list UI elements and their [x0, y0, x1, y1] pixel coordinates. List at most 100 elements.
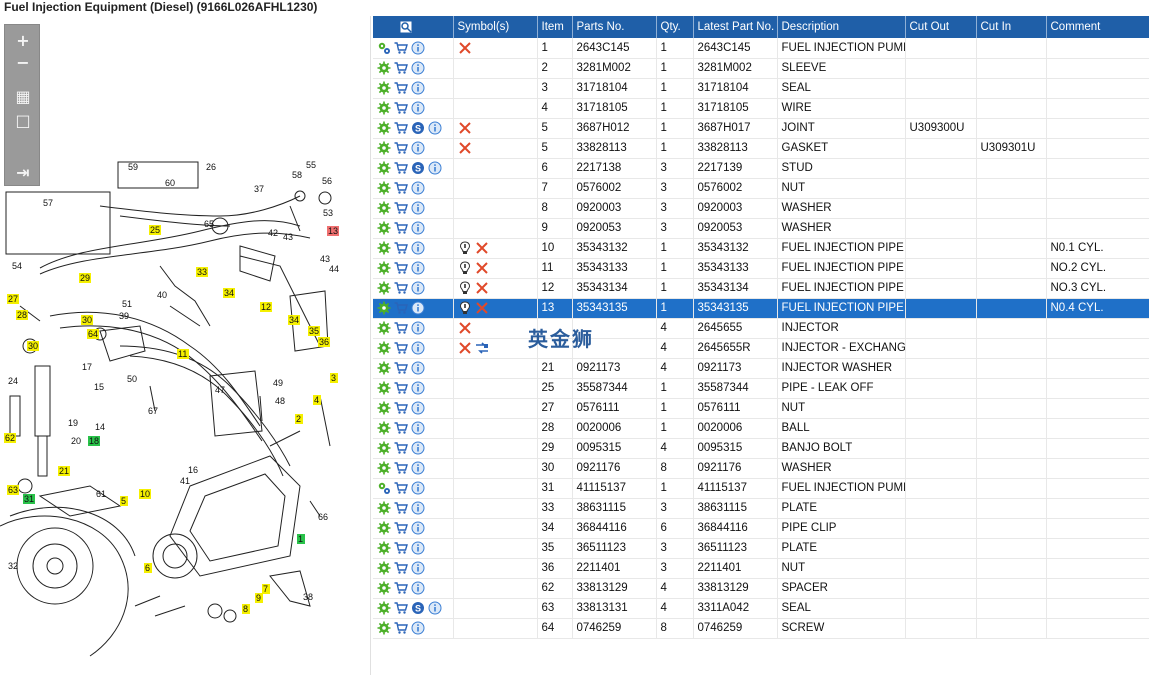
info-icon[interactable] [411, 621, 425, 635]
gear-icon[interactable] [377, 421, 391, 435]
info-icon[interactable] [411, 501, 425, 515]
zoom-out-button[interactable]: − [16, 52, 30, 72]
callout-item-59[interactable]: 59 [128, 162, 138, 172]
export-button[interactable]: ⇥ [16, 162, 30, 182]
column-header-comment[interactable]: Comment [1046, 16, 1149, 38]
info-icon[interactable] [411, 441, 425, 455]
gear-icon[interactable] [377, 401, 391, 415]
gear-icon[interactable] [377, 461, 391, 475]
table-row[interactable]: 13 35343135 1 35343135 FUEL INJECTION PIPE N0… [373, 298, 1149, 319]
cart-icon[interactable] [394, 501, 408, 515]
callout-item-53[interactable]: 53 [323, 208, 333, 218]
gear-icon[interactable] [377, 561, 391, 575]
callout-item-27[interactable]: 27 [7, 294, 19, 304]
callout-item-12[interactable]: 12 [260, 302, 272, 312]
callout-item-29[interactable]: 29 [79, 273, 91, 283]
gear-icon[interactable] [377, 161, 391, 175]
table-row[interactable]: 1 2643C145 1 2643C145 FUEL INJECTION PUMP [373, 38, 1149, 59]
info-icon[interactable] [411, 61, 425, 75]
callout-item-36[interactable]: 36 [318, 337, 330, 347]
callout-item-54[interactable]: 54 [12, 261, 22, 271]
gear-icon[interactable] [377, 121, 391, 135]
callout-item-61[interactable]: 61 [96, 489, 106, 499]
table-row[interactable]: 29 0095315 4 0095315 BANJO BOLT [373, 438, 1149, 459]
table-row[interactable]: 9 0920053 3 0920053 WASHER [373, 218, 1149, 239]
callout-item-6[interactable]: 6 [144, 563, 152, 573]
callout-item-24[interactable]: 24 [8, 376, 18, 386]
info-icon[interactable] [411, 381, 425, 395]
cart-icon[interactable] [394, 321, 408, 335]
callout-item-13[interactable]: 13 [327, 226, 339, 236]
note-bulb-icon[interactable] [458, 301, 472, 315]
callout-item-15[interactable]: 15 [94, 382, 104, 392]
info-icon[interactable] [411, 341, 425, 355]
info-icon[interactable] [411, 301, 425, 315]
table-row[interactable]: 62 33813129 4 33813129 SPACER [373, 578, 1149, 599]
info-icon[interactable] [411, 201, 425, 215]
callout-item-56[interactable]: 56 [322, 176, 332, 186]
table-row[interactable]: 11 35343133 1 35343133 FUEL INJECTION PIPE NO… [373, 258, 1149, 279]
info-icon[interactable] [411, 521, 425, 535]
cart-icon[interactable] [394, 541, 408, 555]
table-row[interactable]: 30 0921176 8 0921176 WASHER [373, 458, 1149, 479]
cart-icon[interactable] [394, 201, 408, 215]
callout-item-50[interactable]: 50 [127, 374, 137, 384]
cart-icon[interactable] [394, 441, 408, 455]
column-header-latest-part-no[interactable]: Latest Part No. [693, 16, 778, 38]
info-icon[interactable] [411, 461, 425, 475]
info-icon[interactable] [411, 581, 425, 595]
cart-icon[interactable] [394, 181, 408, 195]
exchange-arrow-icon[interactable] [475, 341, 489, 355]
cart-icon[interactable] [394, 461, 408, 475]
table-row[interactable]: 2 3281M002 1 3281M002 SLEEVE [373, 58, 1149, 79]
callout-item-3[interactable]: 3 [330, 373, 338, 383]
callout-item-14[interactable]: 14 [95, 422, 105, 432]
cart-icon[interactable] [394, 401, 408, 415]
table-row[interactable]: 4 2645655 INJECTOR [373, 318, 1149, 339]
info-icon[interactable] [411, 141, 425, 155]
gear-icon[interactable] [377, 621, 391, 635]
table-row[interactable]: 8 0920003 3 0920003 WASHER [373, 198, 1149, 219]
table-row[interactable]: 64 0746259 8 0746259 SCREW [373, 618, 1149, 639]
gear-icon[interactable] [377, 261, 391, 275]
gear-icon[interactable] [377, 521, 391, 535]
info-icon[interactable] [411, 541, 425, 555]
gear-icon[interactable] [377, 321, 391, 335]
callout-item-60[interactable]: 60 [165, 178, 175, 188]
callout-item-64[interactable]: 64 [87, 329, 99, 339]
callout-item-65[interactable]: 65 [204, 219, 214, 229]
callout-item-34[interactable]: 34 [223, 288, 235, 298]
info-icon[interactable] [411, 101, 425, 115]
info-icon[interactable] [411, 321, 425, 335]
note-bulb-icon[interactable] [458, 261, 472, 275]
table-row[interactable]: S 63 33813131 4 3311A042 SEAL [373, 598, 1149, 619]
gear-icon[interactable] [377, 281, 391, 295]
table-row[interactable]: S 5 3687H012 1 3687H017 JOINT U309300U [373, 118, 1149, 139]
callout-item-20[interactable]: 20 [71, 436, 81, 446]
callout-item-30[interactable]: 30 [81, 315, 93, 325]
callout-item-39[interactable]: 39 [119, 311, 129, 321]
column-header-qty[interactable]: Qty. [656, 16, 694, 38]
callout-item-44[interactable]: 44 [329, 264, 339, 274]
column-header-parts-no[interactable]: Parts No. [572, 16, 657, 38]
callout-item-10[interactable]: 10 [139, 489, 151, 499]
cart-icon[interactable] [394, 341, 408, 355]
cart-icon[interactable] [394, 61, 408, 75]
callout-item-48[interactable]: 48 [275, 396, 285, 406]
table-row[interactable]: 5 33828113 1 33828113 GASKET U309301U [373, 138, 1149, 159]
cart-icon[interactable] [394, 81, 408, 95]
gear-icon[interactable] [377, 541, 391, 555]
callout-item-16[interactable]: 16 [188, 465, 198, 475]
fit-view-button[interactable]: ▦ [15, 86, 31, 106]
callout-item-57[interactable]: 57 [43, 198, 53, 208]
info-icon[interactable] [428, 601, 442, 615]
gear-icon[interactable] [377, 501, 391, 515]
table-row[interactable]: 34 36844116 6 36844116 PIPE CLIP [373, 518, 1149, 539]
callout-item-1[interactable]: 1 [297, 534, 305, 544]
cart-icon[interactable] [394, 121, 408, 135]
callout-item-42[interactable]: 42 [268, 228, 278, 238]
table-row[interactable]: 4 2645655R INJECTOR - EXCHANGE [373, 338, 1149, 359]
callout-item-5[interactable]: 5 [120, 496, 128, 506]
info-icon[interactable] [411, 81, 425, 95]
callout-item-62[interactable]: 62 [4, 433, 16, 443]
